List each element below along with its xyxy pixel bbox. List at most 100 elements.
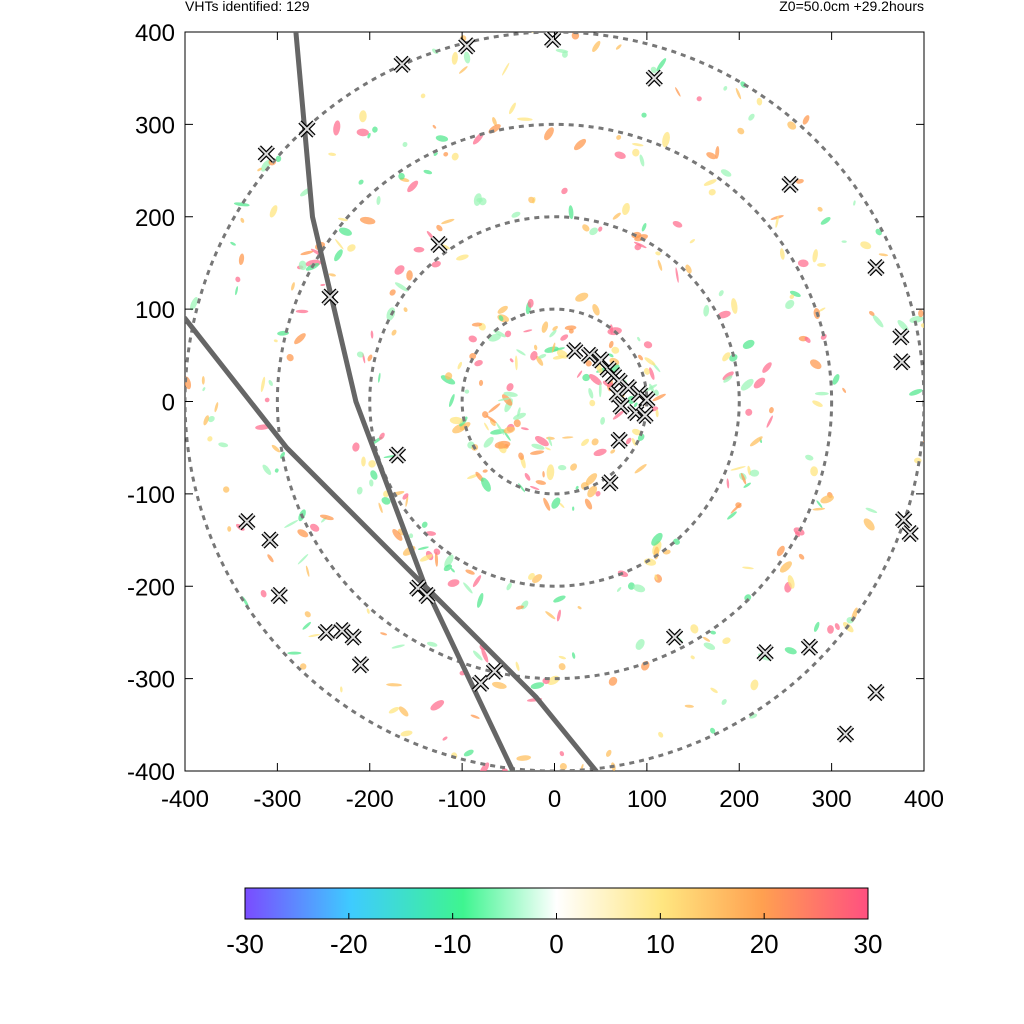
field-blob: [820, 494, 834, 504]
field-blob: [356, 128, 369, 137]
x-tick-label: -400: [161, 786, 209, 813]
field-blob: [581, 438, 590, 447]
field-blob: [650, 66, 657, 74]
field-blob: [632, 148, 640, 157]
field-blob: [577, 606, 582, 610]
x-tick-label: -300: [253, 786, 301, 813]
time-level-label: Z0=50.0cm +29.2hours: [779, 0, 924, 14]
vht-marker: [298, 120, 316, 138]
vht-marker: [756, 644, 774, 662]
field-blob: [400, 730, 413, 737]
field-blob: [264, 397, 270, 403]
vht-marker-fill: [544, 32, 561, 48]
field-blob: [449, 416, 464, 425]
field-blob: [649, 383, 655, 393]
vht-marker: [418, 586, 436, 605]
field-blob: [584, 498, 593, 510]
field-blob: [230, 241, 236, 246]
field-blob: [656, 58, 667, 72]
vht-marker-fill: [567, 342, 583, 359]
field-blob: [710, 727, 716, 734]
field-blob: [513, 419, 521, 428]
vht-marker-fill: [472, 675, 489, 691]
field-blob: [394, 265, 405, 275]
y-axis: -400 -300 -200 -100 0 100 200 300 400: [127, 20, 924, 786]
field-blob: [853, 200, 856, 206]
field-blob: [392, 529, 403, 541]
field-blob: [503, 391, 518, 397]
field-blob: [610, 449, 616, 454]
field-blob: [271, 444, 281, 453]
field-blob: [465, 569, 475, 575]
field-blob: [440, 375, 456, 385]
field-blob: [784, 647, 797, 655]
field-blob: [589, 374, 602, 386]
field-blob: [627, 582, 635, 590]
field-blob: [918, 309, 924, 318]
field-blob: [727, 511, 737, 520]
field-blob: [535, 480, 546, 485]
vht-marker-fill: [666, 629, 683, 645]
field-blob: [456, 254, 469, 261]
field-blob: [558, 655, 567, 660]
field-blob: [593, 448, 607, 457]
field-blob: [443, 564, 453, 572]
vht-marker-fill: [486, 663, 503, 679]
field-blob: [741, 472, 747, 485]
vht-marker-fill: [318, 624, 335, 641]
field-blob: [745, 408, 753, 416]
field-blob: [310, 523, 320, 532]
field-blob: [450, 567, 455, 573]
field-blob: [558, 663, 566, 671]
field-blob: [654, 574, 658, 581]
field-blob: [572, 506, 575, 511]
field-blob: [501, 394, 513, 406]
field-blob: [431, 260, 441, 268]
field-blob: [474, 360, 483, 367]
colorbar-tick-label: 20: [750, 929, 779, 959]
vht-marker-fill: [322, 289, 338, 305]
field-blob: [267, 554, 274, 563]
field-blob: [568, 205, 574, 220]
field-blob: [720, 169, 732, 177]
vht-marker-fill: [611, 432, 627, 449]
field-blob: [471, 322, 483, 327]
field-blob: [284, 520, 299, 528]
field-blob: [729, 353, 738, 362]
field-blob: [750, 679, 759, 691]
field-blob: [478, 197, 487, 206]
field-blob: [491, 681, 507, 689]
vht-marker: [636, 406, 654, 424]
field-blob: [502, 768, 509, 771]
field-blob: [909, 388, 923, 396]
field-blob: [347, 244, 356, 252]
field-blob: [637, 433, 645, 441]
field-blob: [730, 503, 742, 514]
field-blob: [703, 179, 717, 186]
x-tick-label: 400: [904, 786, 944, 813]
field-blob: [190, 297, 198, 311]
field-blob: [541, 321, 549, 333]
vht-marker-fill: [868, 684, 884, 701]
field-blob: [785, 299, 795, 310]
field-blob: [514, 355, 518, 371]
field-blob: [497, 305, 508, 314]
field-blob: [421, 521, 428, 528]
field-blob: [582, 373, 590, 382]
vht-marker: [458, 37, 476, 55]
field-blob: [464, 389, 470, 394]
field-blob: [812, 507, 826, 511]
field-blob: [356, 486, 363, 495]
field-blob: [413, 246, 425, 253]
field-blob: [434, 552, 439, 567]
field-blob: [655, 409, 659, 418]
field-blob: [810, 359, 822, 370]
field-blob: [543, 497, 551, 511]
field-blob: [749, 469, 760, 477]
field-blob: [496, 422, 505, 436]
field-blob: [641, 112, 647, 118]
field-blob: [559, 502, 565, 508]
field-blob: [233, 202, 250, 207]
field-blob: [294, 333, 306, 345]
field-blob: [571, 652, 576, 659]
